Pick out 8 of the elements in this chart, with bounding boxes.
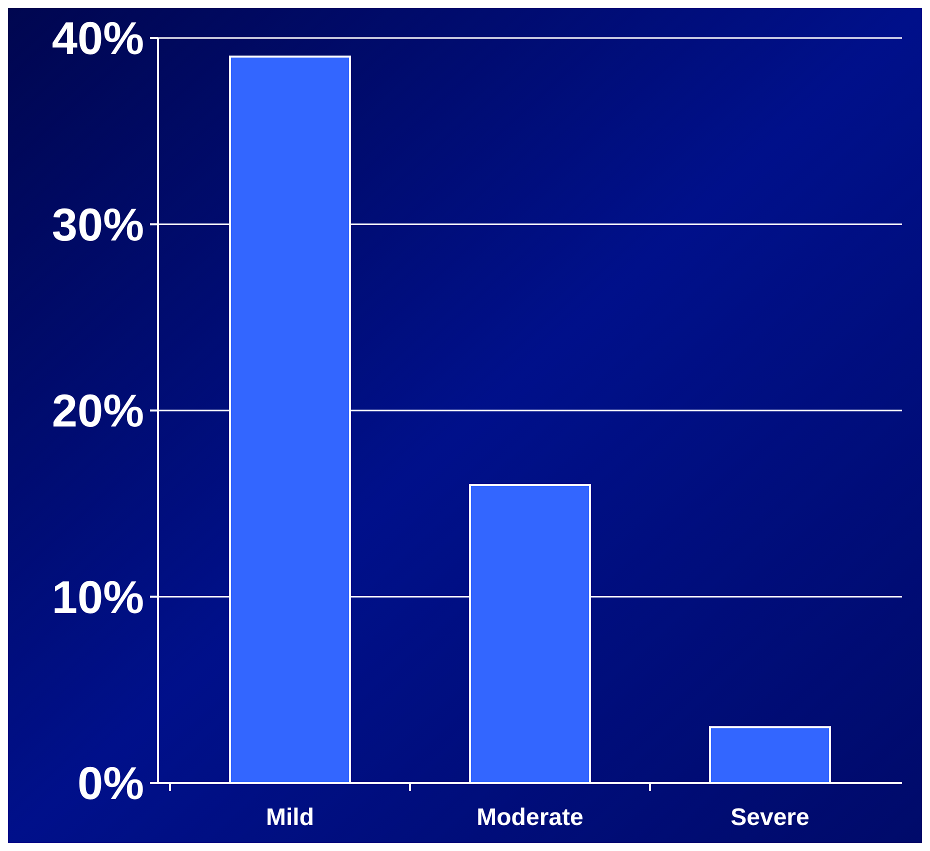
y-tick-label: 40% (52, 12, 144, 64)
y-tick-label: 10% (52, 570, 144, 623)
x-tick-label: Mild (266, 804, 314, 831)
x-tick-label: Severe (730, 804, 810, 831)
x-tick-label: Moderate (476, 804, 584, 831)
y-tick-label: 30% (52, 198, 144, 250)
y-tick-label: 0% (78, 757, 144, 810)
y-tick-label: 20% (52, 384, 144, 437)
